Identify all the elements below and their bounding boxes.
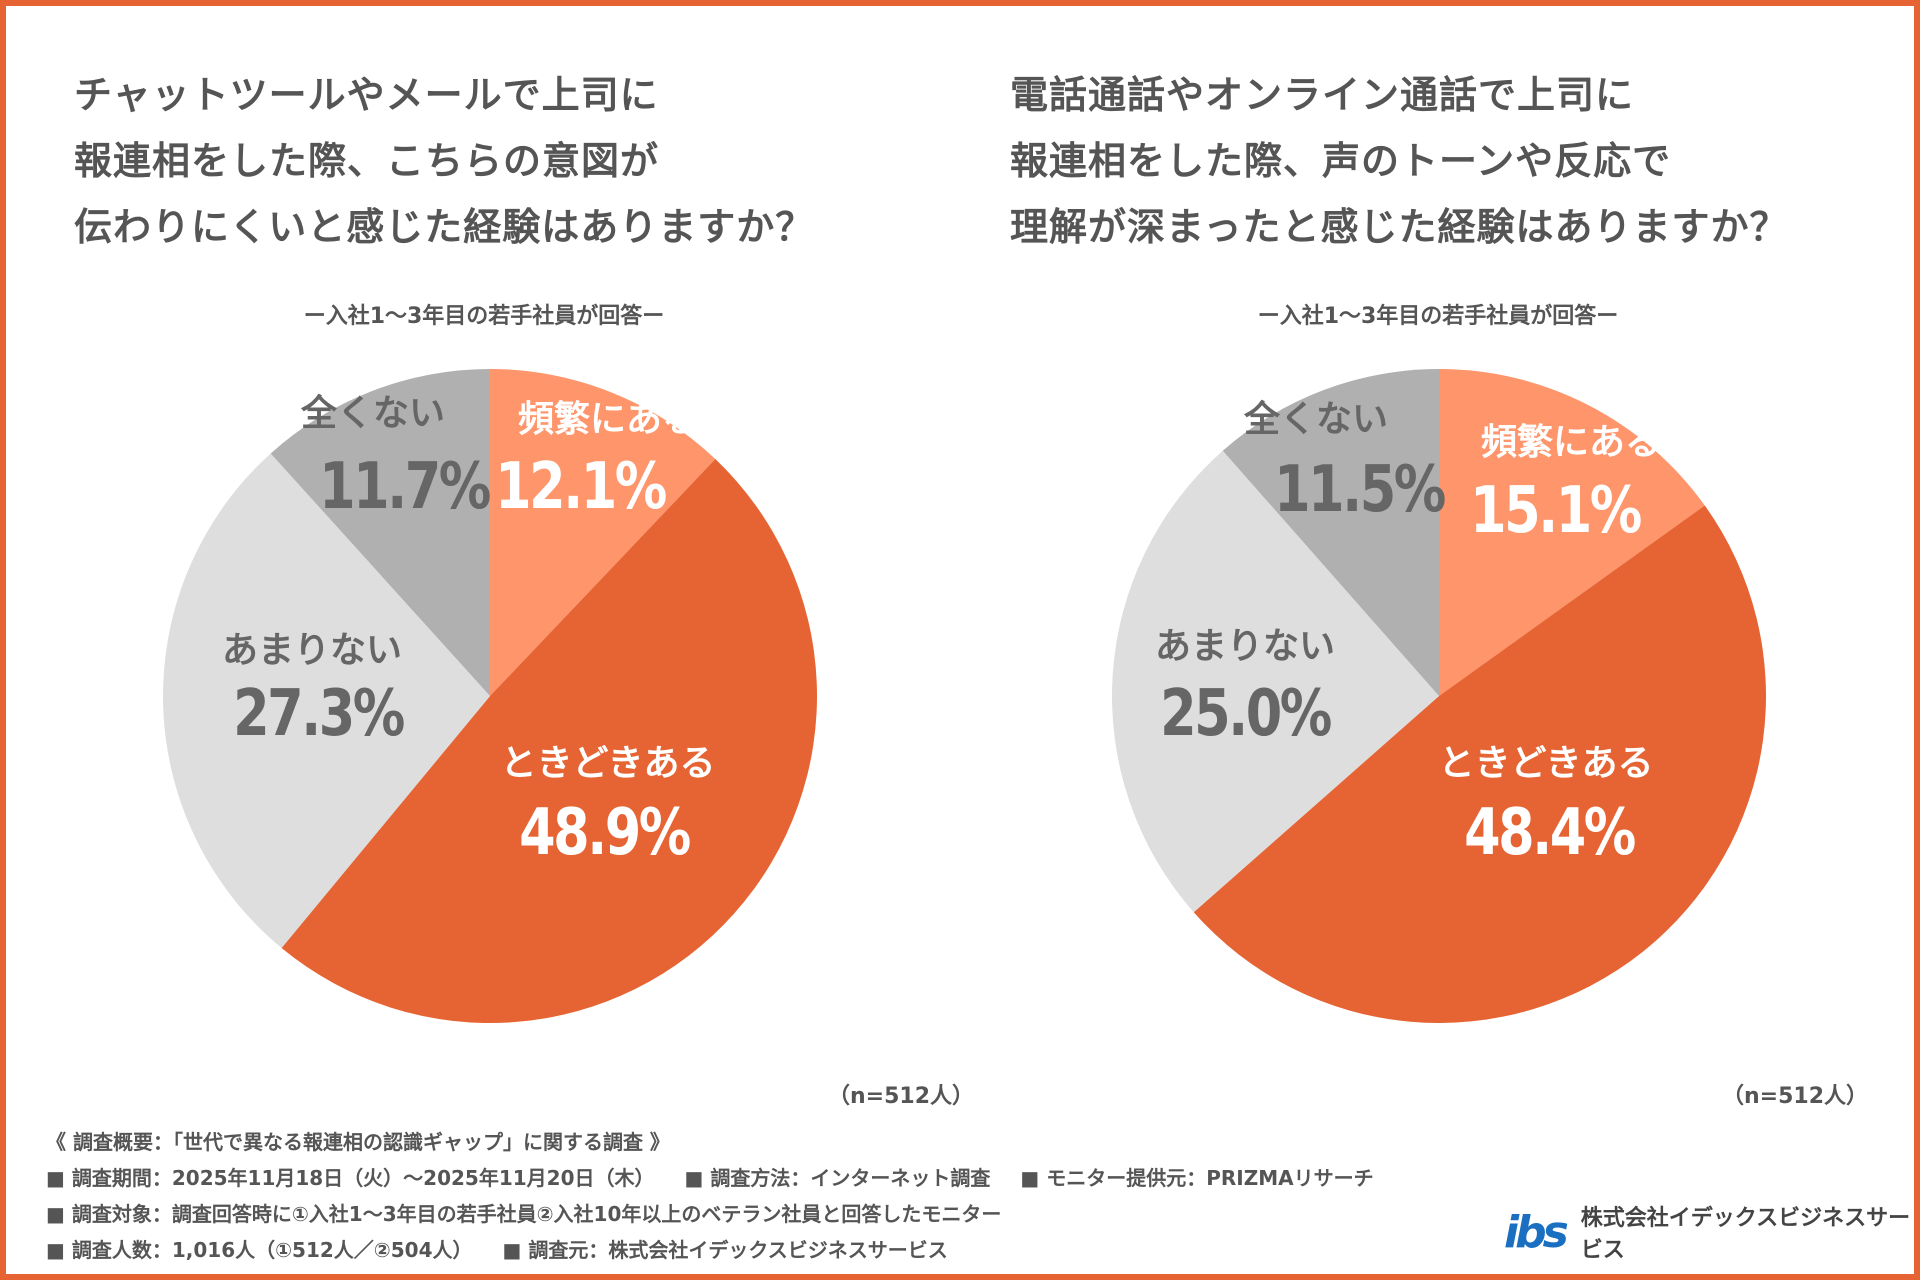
subtitle-right: ー入社1～3年目の若手社員が回答ー bbox=[1257, 304, 1619, 329]
category-label-rarely: あまりない bbox=[1154, 626, 1336, 667]
category-label-rarely: あまりない bbox=[221, 630, 403, 671]
pie-slice-frequently bbox=[490, 369, 716, 696]
title-line: 理解が深まったと感じた経験はありますか？ bbox=[1010, 205, 1789, 249]
pie-slice-rarely bbox=[163, 453, 490, 948]
survey-line-3: ■ 調査人数：1,016人（①512人／②504人） ■ 調査元：株式会社イデック… bbox=[46, 1234, 978, 1263]
category-label-sometimes: ときどきある bbox=[500, 743, 716, 784]
chart-title-left: チャットツールやメールで上司に 報連相をした際、こちらの意図が 伝わりにくいと感… bbox=[74, 62, 814, 260]
category-label-never: 全くない bbox=[300, 393, 446, 434]
category-label-frequently: 頻繁にある bbox=[1480, 422, 1662, 463]
survey-count: ■ 調査人数：1,016人（①512人／②504人） bbox=[46, 1238, 473, 1262]
pie-slice-rarely bbox=[1111, 450, 1439, 913]
sample-size-left: （n=512人） bbox=[828, 1084, 975, 1109]
logo-mark: ibs bbox=[1504, 1206, 1569, 1258]
data-label-frequently: 15.1% bbox=[1470, 474, 1642, 548]
chart-title-right: 電話通話やオンライン通話で上司に 報連相をした際、声のトーンや反応で 理解が深ま… bbox=[1010, 62, 1788, 260]
data-label-never: 11.5% bbox=[1274, 453, 1446, 527]
survey-target: ■ 調査対象：調査回答時に①入社1～3年目の若手社員②入社10年以上のベテラン社… bbox=[46, 1202, 1002, 1226]
pie-slice-never bbox=[270, 369, 490, 696]
pie-slice-sometimes bbox=[1193, 505, 1767, 1024]
data-label-rarely: 27.3% bbox=[233, 677, 405, 751]
pie-slice-never bbox=[1222, 369, 1439, 696]
data-label-rarely: 25.0% bbox=[1160, 677, 1332, 751]
title-line: 電話通話やオンライン通話で上司に bbox=[1010, 73, 1635, 117]
company-logo: ibs 株式会社イデックスビジネスサービス bbox=[1504, 1200, 1920, 1264]
pie-slice-frequently bbox=[1439, 369, 1705, 696]
subtitle-left: ー入社1～3年目の若手社員が回答ー bbox=[303, 304, 665, 329]
logo-company-name: 株式会社イデックスビジネスサービス bbox=[1580, 1206, 1911, 1263]
title-line: 報連相をした際、こちらの意図が bbox=[74, 139, 660, 183]
category-label-never: 全くない bbox=[1243, 399, 1389, 440]
survey-line-2: ■ 調査対象：調査回答時に①入社1～3年目の若手社員②入社10年以上のベテラン社… bbox=[46, 1198, 1031, 1227]
survey-monitor: ■ モニター提供元：PRIZMAリサーチ bbox=[1020, 1166, 1374, 1190]
pie-slice-sometimes bbox=[281, 459, 818, 1024]
title-line: 伝わりにくいと感じた経験はありますか？ bbox=[74, 205, 815, 249]
survey-period: ■ 調査期間：2025年11月18日（火）～2025年11月20日（木） bbox=[46, 1166, 655, 1190]
title-line: チャットツールやメールで上司に bbox=[74, 73, 659, 117]
sample-size-right: （n=512人） bbox=[1722, 1084, 1869, 1109]
survey-source: ■ 調査元：株式会社イデックスビジネスサービス bbox=[502, 1238, 948, 1262]
category-label-frequently: 頻繁にある bbox=[517, 399, 699, 440]
data-label-sometimes: 48.4% bbox=[1464, 796, 1636, 870]
survey-line-1: ■ 調査期間：2025年11月18日（火）～2025年11月20日（木） ■ 調査… bbox=[46, 1162, 1404, 1191]
category-label-sometimes: ときどきある bbox=[1438, 743, 1654, 784]
title-line: 報連相をした際、声のトーンや反応で bbox=[1010, 139, 1672, 183]
data-label-frequently: 12.1% bbox=[495, 450, 667, 524]
data-label-sometimes: 48.9% bbox=[519, 796, 691, 870]
survey-method: ■ 調査方法：インターネット調査 bbox=[684, 1166, 991, 1190]
data-label-never: 11.7% bbox=[319, 450, 491, 524]
survey-heading: 《 調査概要：「世代で異なる報連相の認識ギャップ」に関する調査 》 bbox=[46, 1130, 670, 1154]
